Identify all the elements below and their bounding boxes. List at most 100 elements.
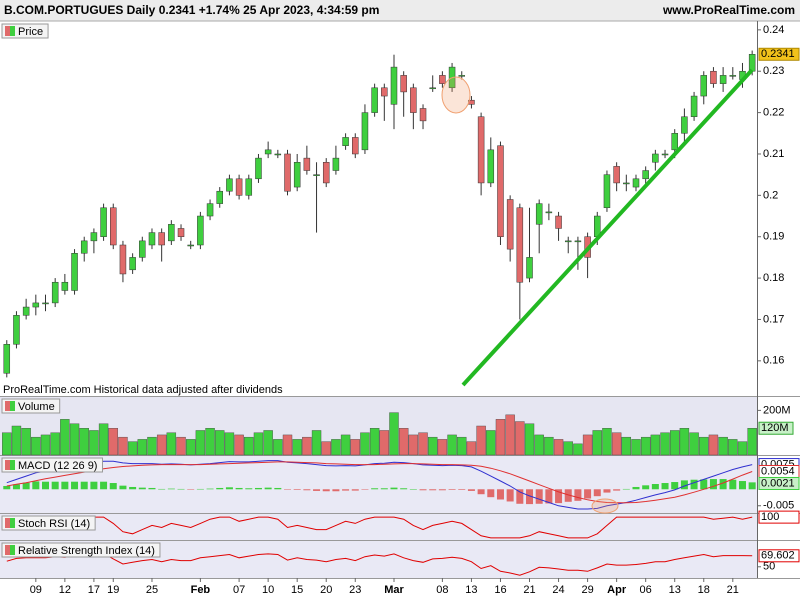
macd-histogram-bar (661, 483, 669, 490)
macd-histogram-bar (235, 487, 243, 490)
candle-body (71, 253, 78, 291)
header-bar (0, 0, 800, 21)
volume-bar (582, 434, 593, 456)
candle-body (497, 145, 504, 237)
volume-bar (447, 434, 457, 456)
macd-histogram-bar (148, 487, 156, 490)
volume-bar (505, 414, 515, 456)
value-box (758, 421, 794, 435)
panel-background (0, 456, 757, 513)
y-tick-label: 0.19 (763, 231, 784, 243)
x-tick-label: 19 (107, 584, 119, 596)
x-tick-label: 10 (262, 584, 274, 596)
volume-bar (408, 434, 419, 456)
macd-histogram-bar (448, 489, 456, 490)
volume-bar (553, 439, 564, 456)
macd-histogram-bar (651, 484, 659, 490)
volume-bar (718, 436, 728, 456)
macd-histogram-bar (467, 489, 475, 491)
candle-body (429, 87, 436, 90)
candle-body (42, 302, 49, 305)
volume-bar (640, 436, 651, 456)
x-tick-label: 17 (88, 584, 100, 596)
macd-histogram-bar (32, 481, 40, 490)
macd-histogram-bar (584, 489, 592, 499)
panel-title: MACD (12 26 9) (18, 460, 97, 472)
panel-title: Price (18, 26, 43, 38)
candle-body (32, 302, 40, 308)
x-tick-label: 07 (233, 584, 245, 596)
volume-bar (398, 428, 409, 456)
candle-body (371, 87, 378, 113)
volume-bar (621, 436, 632, 456)
volume-bar (321, 441, 331, 456)
candle-body (400, 75, 407, 93)
volume-bar (592, 430, 602, 456)
macd-histogram-bar (80, 481, 88, 490)
value-box (758, 549, 800, 563)
candle-body (264, 149, 272, 155)
volume-bar (534, 434, 544, 456)
volume-bar (631, 439, 641, 456)
x-tick-label: 25 (146, 584, 158, 596)
volume-bar (127, 441, 138, 456)
panel-background (0, 22, 757, 396)
x-tick-label: 23 (349, 584, 361, 596)
volume-bar (205, 428, 215, 456)
volume-bar (350, 439, 360, 456)
macd-line (6, 461, 753, 504)
candle-body (303, 157, 311, 171)
volume-bar (660, 432, 670, 456)
x-tick-label: 24 (552, 584, 564, 596)
macd-histogram-bar (748, 482, 756, 490)
x-tick-label: 21 (727, 584, 739, 596)
panel-title-box (1, 398, 61, 414)
macd-histogram-bar (487, 489, 495, 498)
candle-body (574, 240, 582, 243)
volume-bar (437, 439, 448, 456)
volume-bar (108, 428, 118, 456)
candle-body (168, 224, 175, 242)
candle-body (119, 244, 127, 275)
macd-histogram-bar (545, 489, 553, 504)
highlight-circle (441, 76, 471, 114)
candle-body (381, 87, 388, 97)
volume-bar (486, 430, 496, 456)
volume-bar (263, 430, 273, 456)
volume-bar (457, 436, 467, 456)
candle-body (487, 149, 495, 184)
macd-histogram-bar (177, 488, 185, 490)
x-tick-label: Mar (384, 584, 404, 596)
panel-icon (5, 460, 10, 470)
volume-bar (89, 430, 99, 456)
macd-histogram-bar (555, 489, 563, 504)
macd-histogram-bar (400, 488, 408, 490)
value-box-label: 120M (761, 422, 789, 434)
y-tick-label: 0.18 (763, 272, 784, 284)
macd-histogram-bar (738, 481, 746, 490)
macd-histogram-bar (361, 489, 369, 490)
candle-body (342, 137, 349, 146)
volume-bar (50, 432, 60, 456)
panel-icon (5, 518, 10, 528)
volume-bar (689, 432, 699, 456)
volume-bar (428, 436, 438, 456)
candle-body (61, 281, 69, 291)
volume-bar (515, 421, 525, 456)
panel-icon (10, 26, 15, 36)
panel-title-box (1, 457, 103, 473)
x-tick-label: 12 (59, 584, 71, 596)
macd-histogram-bar (458, 489, 466, 490)
panel-icon (5, 26, 10, 36)
volume-bar (11, 425, 22, 456)
candle-body (245, 178, 253, 196)
macd-histogram-bar (90, 481, 98, 490)
volume-bar (331, 439, 341, 456)
volume-bar (679, 428, 690, 456)
volume-bar (369, 428, 380, 456)
macd-histogram-bar (51, 481, 59, 490)
macd-histogram-bar (603, 489, 611, 493)
panel-icon (5, 545, 10, 555)
candle-body (187, 244, 194, 247)
